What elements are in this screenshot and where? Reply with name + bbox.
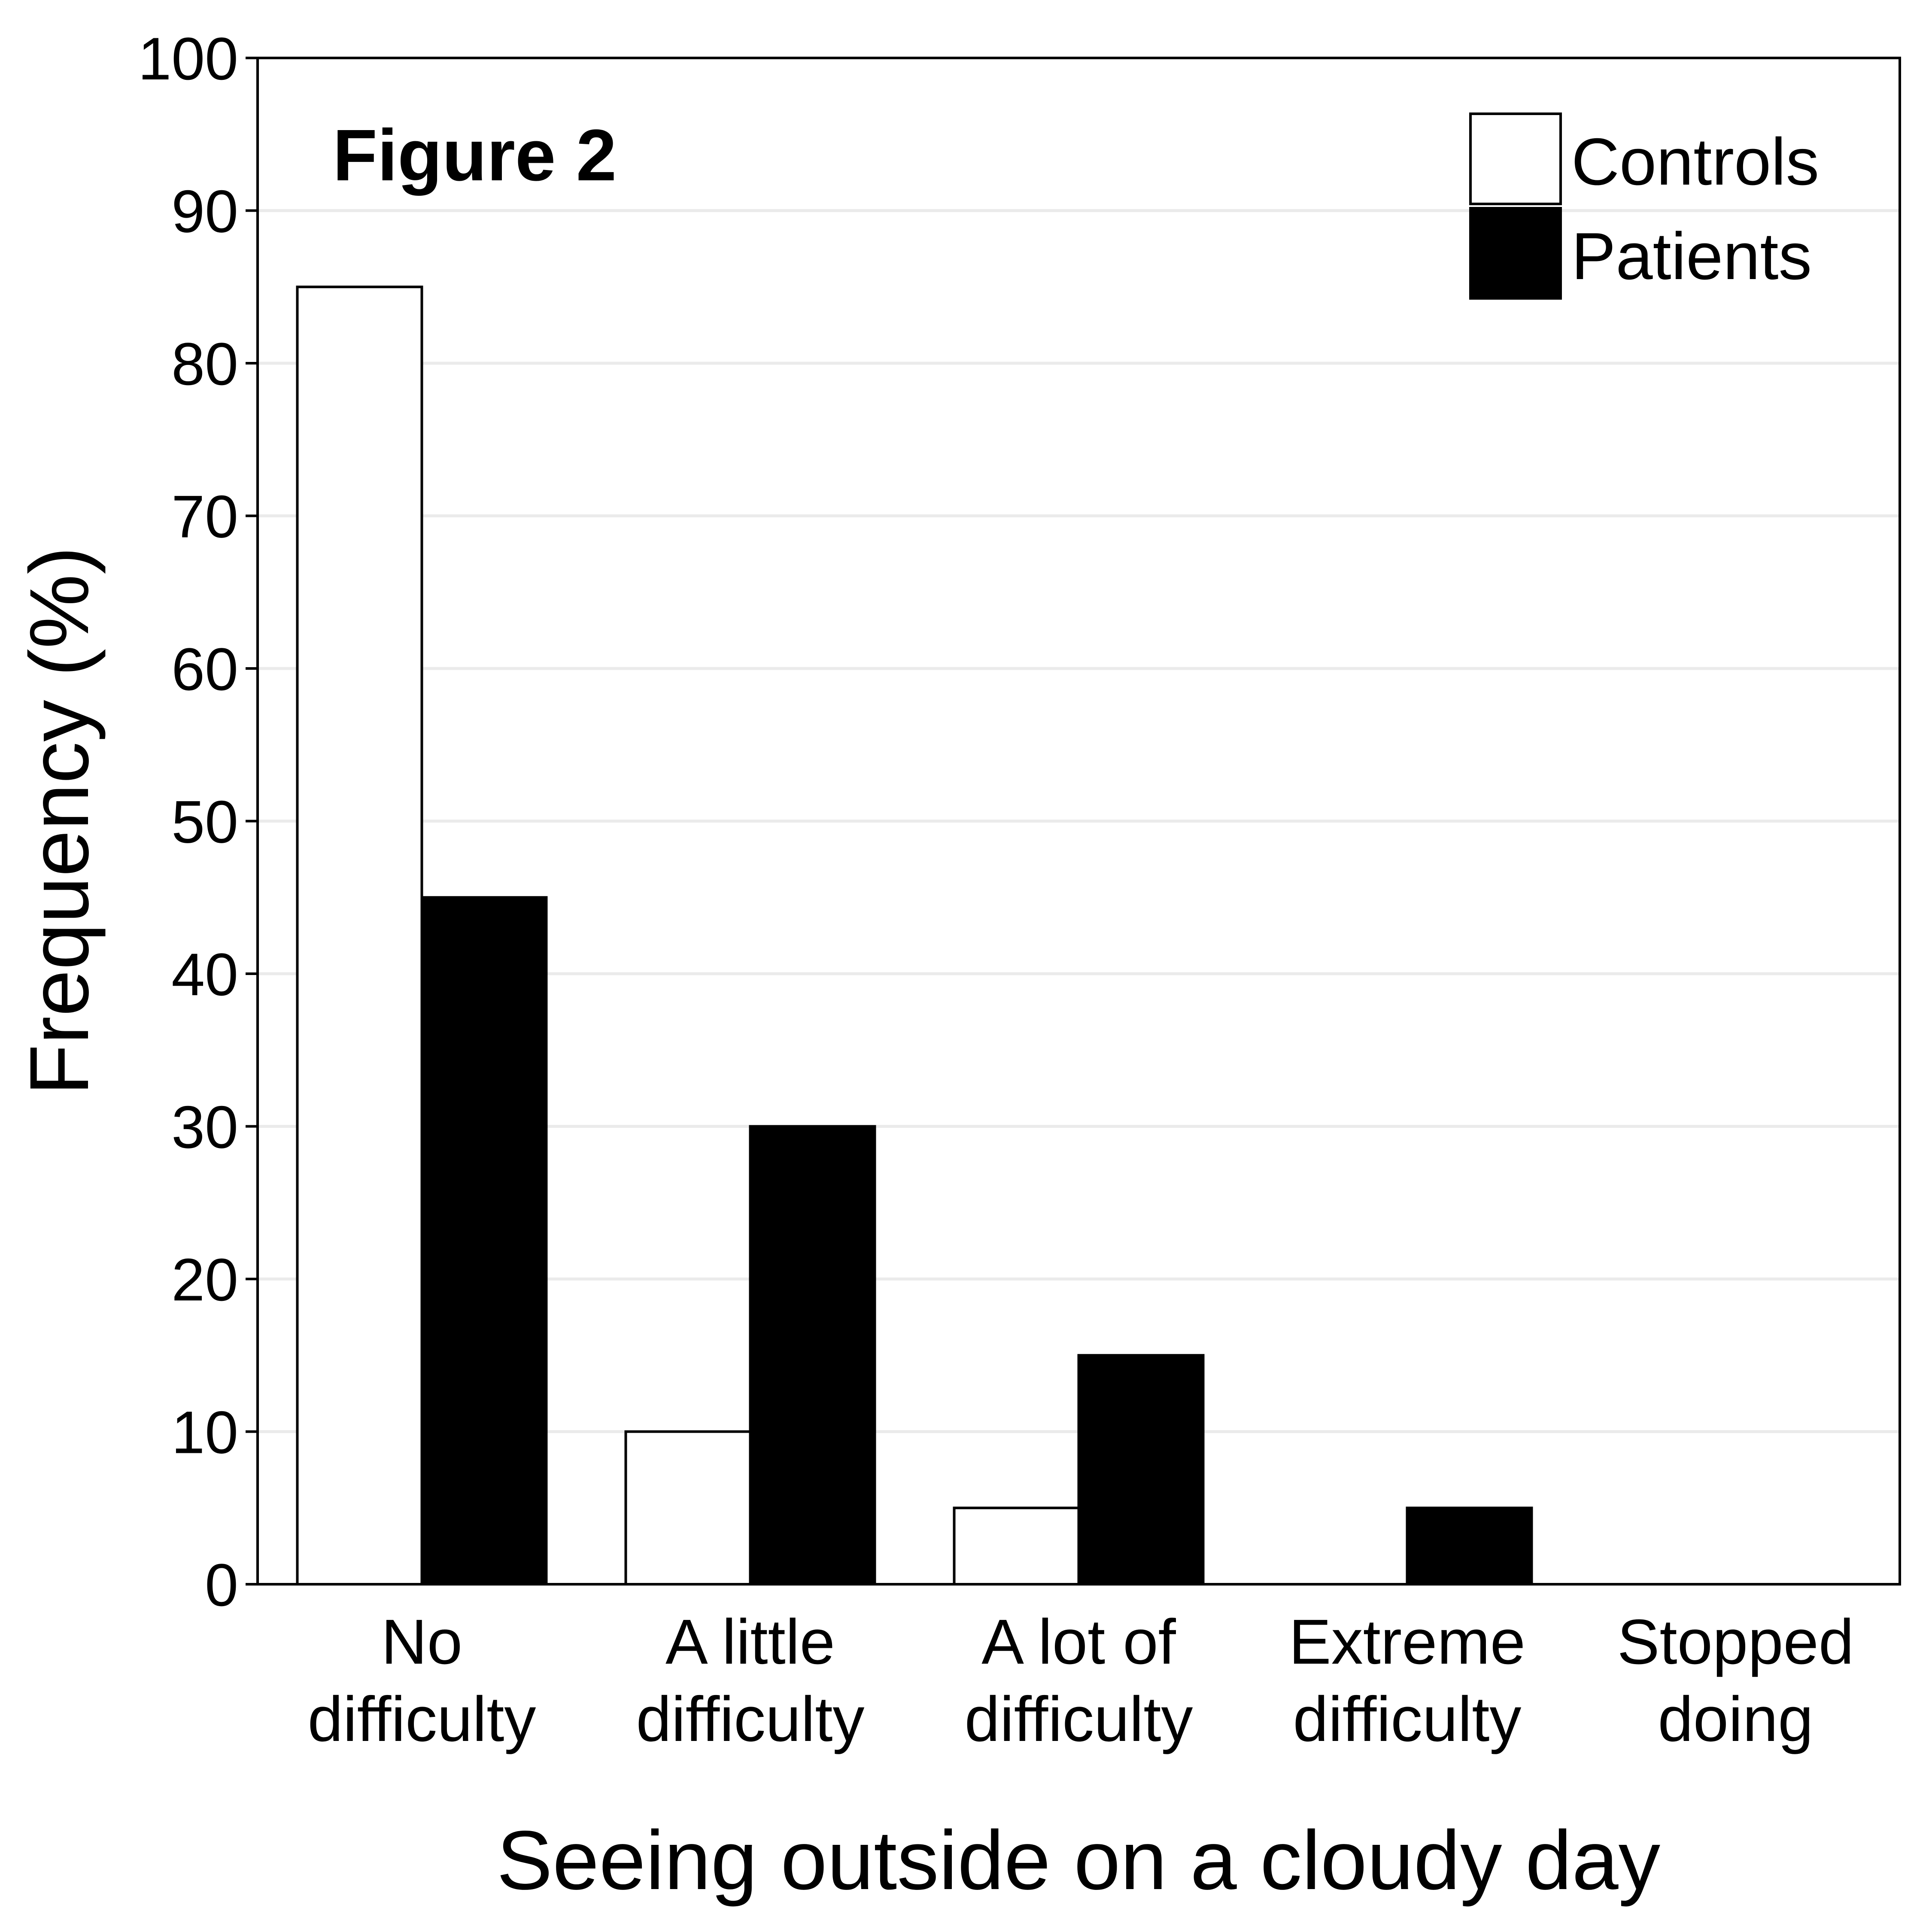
x-axis-title: Seeing outside on a cloudy day	[497, 1814, 1661, 1907]
y-tick-label: 100	[138, 25, 238, 92]
legend-swatch-controls	[1469, 112, 1562, 205]
y-tick-label: 40	[171, 941, 238, 1008]
y-axis-ticks: 0 10 20 30 40 50 60 70 80 90 100	[138, 25, 258, 1619]
category-label-line: A little	[665, 1607, 835, 1677]
bar-patients	[420, 896, 548, 1586]
bar-controls	[953, 1507, 1080, 1586]
y-tick-label: 30	[171, 1094, 238, 1161]
y-tick-label: 80	[171, 330, 238, 398]
y-tick-label: 20	[171, 1246, 238, 1313]
bar-controls	[624, 1430, 752, 1586]
category-label-line: No	[381, 1607, 462, 1677]
bar-patients	[1077, 1354, 1205, 1586]
y-tick-label: 50	[171, 788, 238, 856]
category-label-line: Stopped	[1617, 1607, 1854, 1677]
legend-swatch-patients	[1469, 207, 1562, 300]
y-tick-label: 70	[171, 483, 238, 550]
y-tick-label: 60	[171, 635, 238, 703]
y-tick-label: 90	[171, 178, 238, 245]
figure-title: Figure 2	[333, 115, 617, 196]
category-label-line: difficulty	[636, 1684, 865, 1755]
category-label-line: Extreme	[1289, 1607, 1525, 1677]
category-label-line: difficulty	[308, 1684, 536, 1755]
y-tick-label: 10	[171, 1399, 238, 1466]
legend-label-controls: Controls	[1571, 125, 1819, 199]
bar-controls	[296, 286, 423, 1586]
category-label-line: difficulty	[965, 1684, 1193, 1755]
y-axis-title: Frequency (%)	[12, 547, 106, 1096]
legend-label-patients: Patients	[1571, 219, 1812, 293]
bar-patients	[1406, 1507, 1533, 1586]
category-label-line: doing	[1658, 1684, 1813, 1755]
legend: Controls Patients	[1469, 112, 1819, 300]
category-label-line: A lot of	[981, 1607, 1176, 1677]
y-tick-label: 0	[205, 1551, 238, 1619]
bars	[296, 286, 1533, 1586]
category-label-line: difficulty	[1293, 1684, 1522, 1755]
bar-patients	[749, 1125, 876, 1586]
